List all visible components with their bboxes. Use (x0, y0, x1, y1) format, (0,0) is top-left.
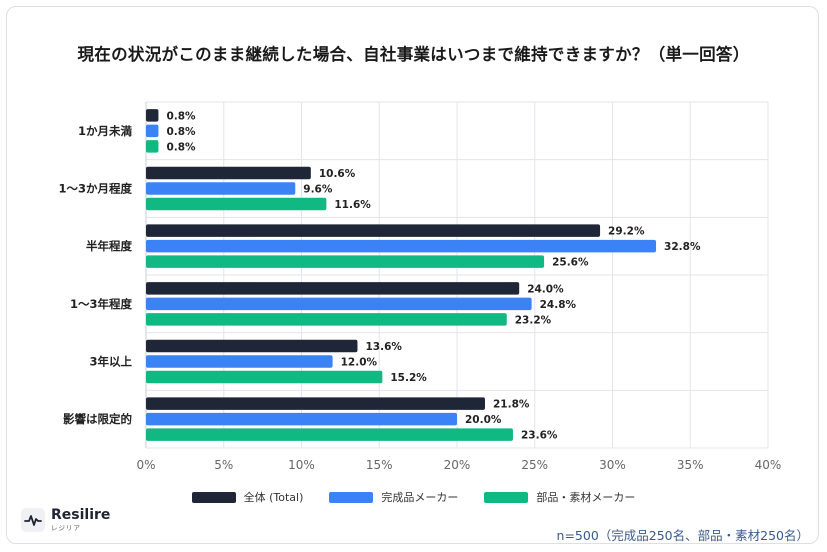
legend-item-parts: 部品・素材メーカー (484, 489, 635, 505)
brand-name: Resilire (51, 507, 111, 524)
data-label: 11.6% (334, 199, 371, 211)
bar-parts (146, 428, 513, 441)
data-label: 0.8% (166, 110, 196, 122)
data-label: 12.0% (341, 357, 378, 369)
pulse-wave-icon (21, 508, 45, 532)
category-label: 半年程度 (86, 239, 132, 253)
bar-finished (146, 355, 333, 368)
legend-label-total: 全体 (Total) (243, 491, 304, 504)
brand-subname: レジリア (51, 524, 81, 533)
bar-parts (146, 313, 507, 326)
bar-total (146, 224, 601, 237)
data-label: 25.6% (552, 257, 589, 269)
bar-parts (146, 197, 327, 211)
category-label: 3年以上 (89, 355, 132, 369)
legend-item-finished: 完成品メーカー (329, 489, 458, 505)
bar-parts (146, 370, 383, 384)
data-label: 0.8% (166, 126, 196, 138)
category-label: 1か月未満 (78, 124, 133, 138)
bar-parts (146, 255, 545, 268)
data-label: 23.6% (521, 430, 558, 442)
bar-finished (146, 182, 296, 195)
data-label: 24.0% (527, 283, 564, 295)
x-tick-label: 0% (136, 458, 155, 472)
legend-swatch-total (191, 491, 236, 503)
data-label: 29.2% (608, 226, 645, 238)
x-tick-label: 35% (677, 458, 704, 472)
legend: 全体 (Total) 完成品メーカー 部品・素材メーカー (0, 489, 827, 505)
bar-total (146, 166, 311, 180)
bar-finished (146, 239, 657, 253)
bar-finished (146, 412, 457, 426)
bar-total (146, 109, 159, 122)
chart-title: 現在の状況がこのまま継続した場合、自社事業はいつまで維持できますか？（単一回答） (77, 45, 750, 64)
legend-label-finished: 完成品メーカー (381, 491, 459, 504)
category-label: 1〜3年程度 (70, 297, 133, 311)
x-tick-label: 15% (366, 458, 393, 472)
bar-total (146, 397, 485, 410)
x-tick-label: 10% (288, 458, 315, 472)
bar-total (146, 339, 358, 353)
x-tick-label: 5% (214, 458, 233, 472)
legend-item-total: 全体 (Total) (191, 489, 304, 505)
data-label: 24.8% (540, 299, 577, 311)
bar-total (146, 282, 520, 295)
category-label: 影響は限定的 (63, 412, 132, 426)
data-label: 23.2% (515, 314, 552, 326)
data-label: 32.8% (664, 241, 701, 253)
data-label: 21.8% (493, 399, 530, 411)
data-label: 15.2% (390, 372, 427, 384)
sample-size-note: n=500（完成品250名、部品・素材250名） (556, 528, 809, 543)
brand-logo: Resilire レジリア (21, 508, 110, 532)
category-label: 1〜3か月程度 (58, 182, 132, 196)
x-tick-label: 30% (599, 458, 626, 472)
bar-finished (146, 297, 532, 311)
data-label: 9.6% (303, 184, 333, 196)
data-label: 10.6% (319, 168, 356, 180)
legend-swatch-parts (484, 491, 529, 503)
data-label: 20.0% (465, 414, 502, 426)
data-label: 0.8% (166, 141, 196, 153)
bar-chart: 0% 5% 10% 15% 20% 25% 30% 35% 40% 1か月未満 0.8% 0.8% 0.… (58, 101, 782, 472)
legend-label-parts: 部品・素材メーカー (536, 491, 636, 504)
x-tick-label: 25% (521, 458, 548, 472)
legend-swatch-finished (329, 491, 374, 503)
bar-parts (146, 140, 159, 153)
bar-finished (146, 124, 159, 138)
x-tick-label: 20% (444, 458, 471, 472)
x-tick-label: 40% (755, 458, 782, 472)
data-label: 13.6% (365, 341, 402, 353)
